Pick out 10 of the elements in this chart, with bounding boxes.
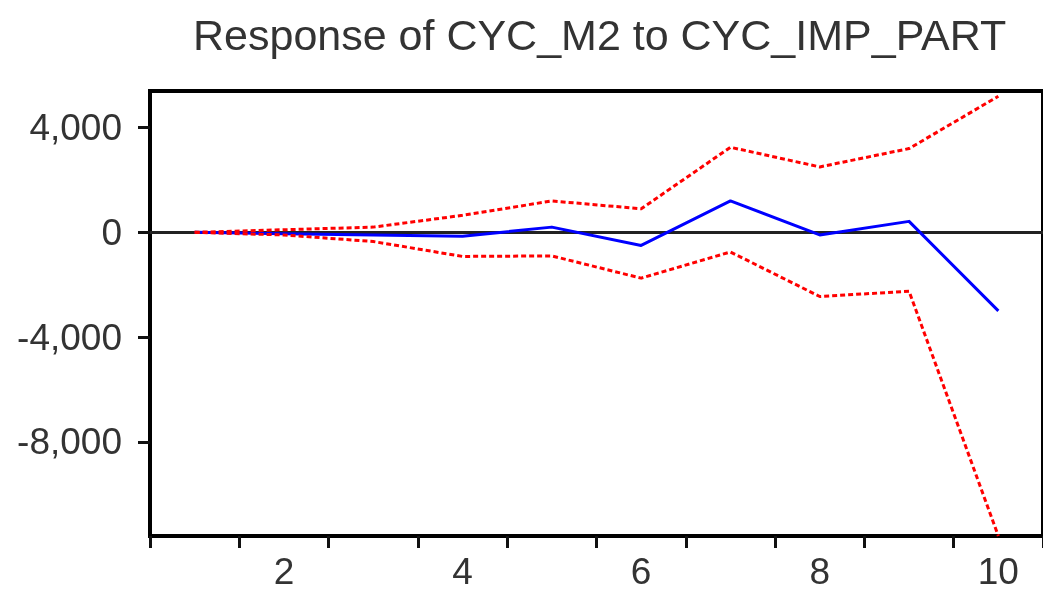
x-tick-label: 6 — [630, 551, 652, 590]
x-tick-label: 4 — [452, 551, 473, 590]
y-tick-label: -8,000 — [17, 421, 122, 463]
y-tick-label: 0 — [101, 211, 122, 253]
y-tick-label: -4,000 — [17, 316, 122, 358]
x-tick-label: 2 — [273, 551, 295, 590]
chart-title: Response of CYC_M2 to CYC_IMP_PART — [193, 10, 1007, 59]
y-tick-label: 4,000 — [29, 107, 122, 149]
x-tick-label: 8 — [809, 551, 831, 590]
x-tick-label: 10 — [977, 551, 1019, 590]
